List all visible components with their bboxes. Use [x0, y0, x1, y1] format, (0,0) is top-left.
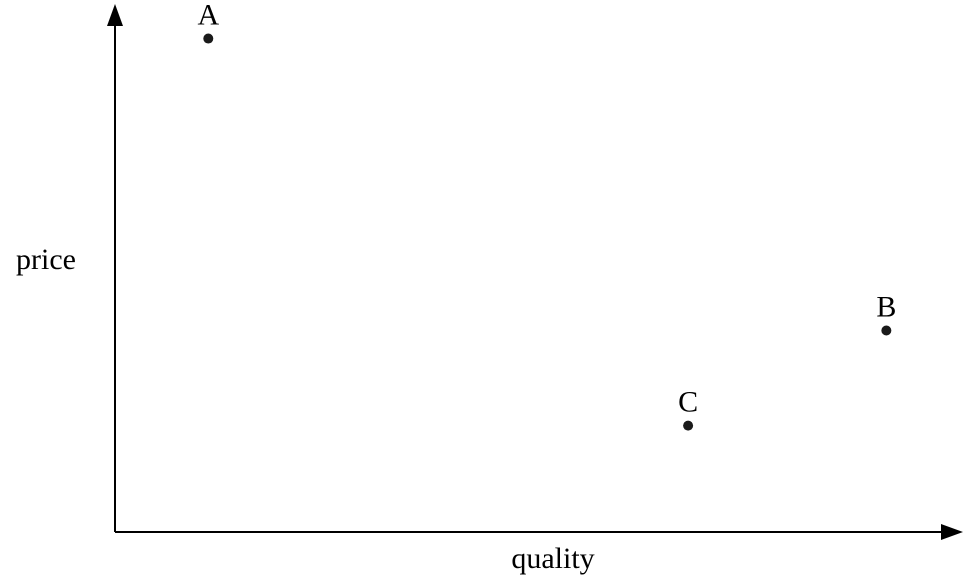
data-points: A B C — [197, 0, 896, 431]
data-point-a — [203, 33, 214, 44]
x-axis-arrow-icon — [941, 524, 963, 540]
x-axis-label: quality — [511, 542, 594, 575]
data-point-c — [683, 420, 694, 431]
point-label-a: A — [197, 0, 219, 32]
point-label-b: B — [876, 291, 896, 324]
y-axis-arrow-icon — [107, 4, 123, 26]
y-axis-label: price — [16, 243, 76, 276]
data-point-b — [881, 325, 892, 336]
point-label-c: C — [678, 386, 698, 419]
